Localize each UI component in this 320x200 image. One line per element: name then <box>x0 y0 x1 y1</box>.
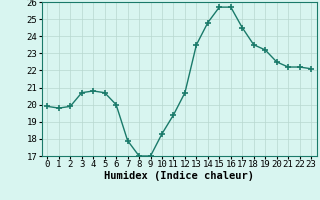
X-axis label: Humidex (Indice chaleur): Humidex (Indice chaleur) <box>104 171 254 181</box>
